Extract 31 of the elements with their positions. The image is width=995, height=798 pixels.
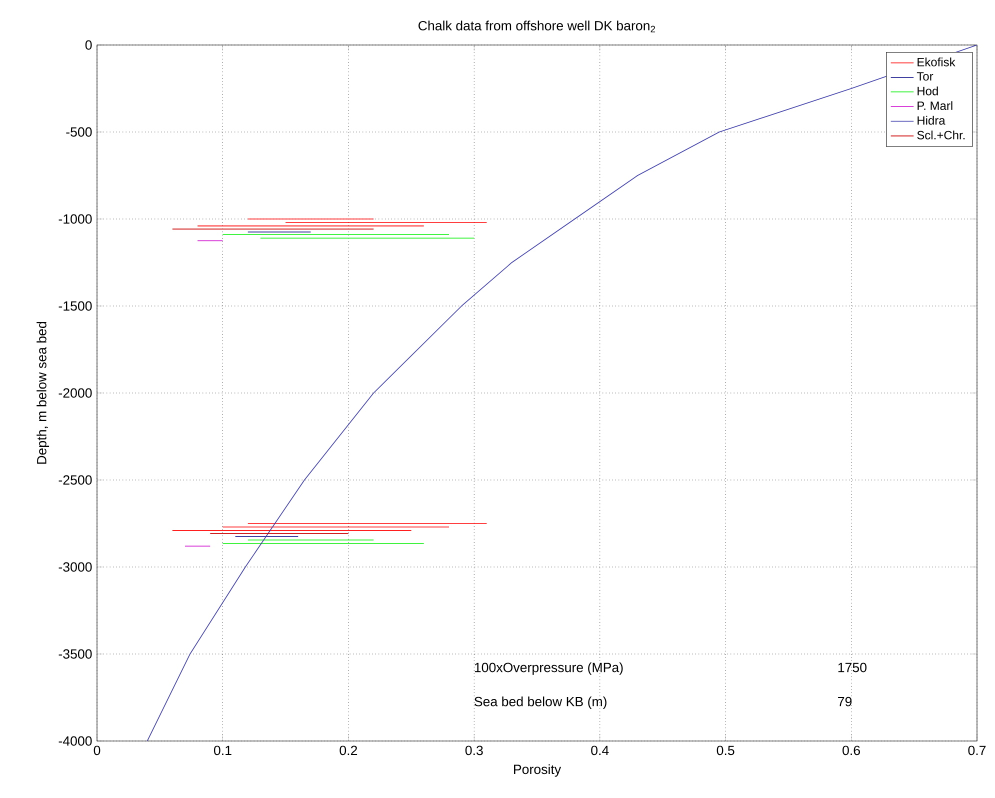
y-axis-title: Depth, m below sea bed — [36, 322, 50, 464]
x-tick-label: 0 — [94, 746, 100, 756]
y-tick-label: -3500 — [58, 649, 92, 659]
x-axis-title: Porosity — [514, 764, 562, 777]
x-tick-label: 0.4 — [591, 746, 609, 756]
y-tick-label: -2500 — [58, 475, 92, 485]
y-tick-label: -4000 — [58, 736, 92, 746]
annotation: 1750 — [838, 662, 866, 672]
legend-label: Hod — [918, 86, 938, 96]
y-tick-label: -500 — [66, 127, 92, 137]
chart-title: Chalk data from offshore well DK baron$_{2}$ — [418, 20, 656, 32]
y-tick-label: -3000 — [58, 562, 92, 572]
legend-label: Tor — [916, 72, 934, 81]
y-tick-label: -1500 — [58, 301, 92, 311]
line-series — [146, 44, 978, 741]
legend-label: Scl.+Chr. — [917, 130, 965, 140]
annotation: Sea bed below KB (m) — [474, 696, 606, 709]
x-tick-label: 0.2 — [340, 746, 358, 756]
x-tick-label: 0.1 — [214, 746, 232, 756]
x-tick-label: 0.3 — [465, 746, 483, 756]
legend-label: Hidra — [918, 116, 946, 125]
y-tick-label: 0 — [85, 40, 92, 50]
x-tick-label: 0.5 — [716, 746, 734, 756]
x-tick-label: 0.6 — [842, 746, 860, 756]
y-tick-label: -2000 — [58, 388, 92, 398]
legend-label: P. Marl — [918, 101, 952, 110]
annotation: 100xOverpressure (MPa) — [474, 662, 623, 675]
y-tick-label: -1000 — [58, 214, 92, 224]
x-tick-label: 0.7 — [968, 746, 986, 756]
annotation: 79 — [838, 696, 852, 706]
legend-label: Ekofisk — [918, 58, 956, 66]
